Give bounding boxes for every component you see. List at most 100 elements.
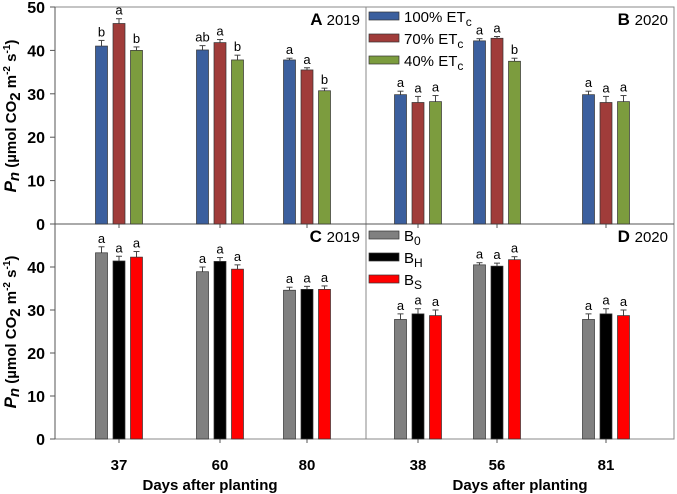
significance-letter: b xyxy=(98,24,105,39)
y-tick-label: 20 xyxy=(27,346,45,363)
significance-letter: b xyxy=(234,39,241,54)
x-tick-label: 56 xyxy=(489,457,506,474)
significance-letter: a xyxy=(303,52,311,67)
legend-bottom-label: BH xyxy=(404,250,423,270)
bar xyxy=(300,289,314,440)
bar xyxy=(112,260,126,440)
bar xyxy=(599,313,613,440)
significance-letter: a xyxy=(476,247,484,262)
bar xyxy=(130,256,143,440)
bar xyxy=(582,319,595,440)
legend-top-label: 40% ETc xyxy=(404,53,463,73)
legend-top-label: 70% ETc xyxy=(404,31,463,51)
y-tick-label: 0 xyxy=(36,432,45,449)
bar xyxy=(130,50,143,225)
legend-bottom-swatch xyxy=(368,252,400,262)
significance-letter: a xyxy=(602,80,610,95)
bar xyxy=(394,319,407,440)
bar xyxy=(213,261,227,440)
bar xyxy=(508,259,521,440)
significance-letter: a xyxy=(414,293,422,308)
significance-letter: a xyxy=(414,80,422,95)
significance-letter: a xyxy=(432,294,440,309)
legend-top-label: 100% ETc xyxy=(404,9,472,29)
significance-letter: a xyxy=(216,24,224,39)
significance-letter: a xyxy=(133,236,141,251)
y-tick-label: 10 xyxy=(27,389,45,406)
significance-letter: a xyxy=(397,75,405,90)
significance-letter: b xyxy=(321,72,328,87)
significance-letter: a xyxy=(602,293,610,308)
bar xyxy=(411,313,425,440)
panel-label: C 2019 xyxy=(310,227,360,246)
significance-letter: a xyxy=(585,75,593,90)
significance-letter: b xyxy=(511,42,518,57)
bar xyxy=(95,252,108,440)
bar xyxy=(231,268,244,440)
bar xyxy=(473,40,486,225)
x-axis-label: Days after planting xyxy=(142,477,277,494)
panel-label: D 2020 xyxy=(618,227,668,246)
y-tick-label: 20 xyxy=(27,130,45,147)
bar xyxy=(490,265,504,440)
bar xyxy=(617,315,630,440)
bar xyxy=(231,59,244,225)
significance-letter: a xyxy=(432,80,440,95)
bar xyxy=(508,60,521,225)
significance-letter: a xyxy=(620,294,628,309)
bar xyxy=(599,102,613,225)
panel-label: A 2019 xyxy=(310,10,360,29)
bar xyxy=(318,90,331,225)
legend-bottom-label: BS xyxy=(404,272,422,292)
legend-bottom-label: B0 xyxy=(404,228,421,248)
bar xyxy=(283,289,296,440)
plot-frame xyxy=(54,6,675,440)
x-tick-label: 38 xyxy=(410,457,427,474)
y-axis-label: Pn (µmol CO2 m-2 s-1) xyxy=(1,256,24,409)
significance-letter: a xyxy=(585,298,593,313)
bar xyxy=(617,101,630,225)
bar xyxy=(394,94,407,225)
bar xyxy=(318,289,331,440)
significance-letter: a xyxy=(115,240,123,255)
significance-letter: a xyxy=(98,231,106,246)
significance-letter: a xyxy=(397,298,405,313)
significance-letter: a xyxy=(115,3,123,18)
panel-label: B 2020 xyxy=(618,10,668,29)
y-tick-label: 40 xyxy=(27,260,45,277)
significance-letter: a xyxy=(493,247,501,262)
significance-letter: a xyxy=(286,271,294,286)
y-tick-label: 30 xyxy=(27,303,45,320)
legend-top-swatch xyxy=(368,55,400,65)
bar xyxy=(429,101,442,225)
x-tick-label: 80 xyxy=(299,457,316,474)
significance-letter: b xyxy=(133,31,140,46)
significance-letter: ab xyxy=(195,30,209,45)
significance-letter: a xyxy=(303,270,311,285)
bar xyxy=(196,271,209,440)
x-tick-label: 81 xyxy=(598,457,615,474)
bar xyxy=(490,37,504,225)
bar xyxy=(411,102,425,225)
y-tick-label: 30 xyxy=(27,87,45,104)
y-tick-label: 50 xyxy=(27,0,45,17)
legend-bottom-swatch xyxy=(368,274,400,284)
legend-top-swatch xyxy=(368,33,400,43)
x-tick-label: 60 xyxy=(212,457,229,474)
bar xyxy=(196,49,209,225)
significance-letter: a xyxy=(286,42,294,57)
y-axis-label: Pn (µmol CO2 m-2 s-1) xyxy=(1,40,24,193)
significance-letter: a xyxy=(234,249,242,264)
x-tick-label: 37 xyxy=(111,457,128,474)
bar xyxy=(95,45,108,225)
significance-letter: a xyxy=(321,270,329,285)
significance-letter: a xyxy=(493,21,501,36)
bar xyxy=(582,94,595,225)
bar xyxy=(112,23,126,225)
legend-top-swatch xyxy=(368,11,400,21)
x-axis-label: Days after planting xyxy=(452,477,587,494)
